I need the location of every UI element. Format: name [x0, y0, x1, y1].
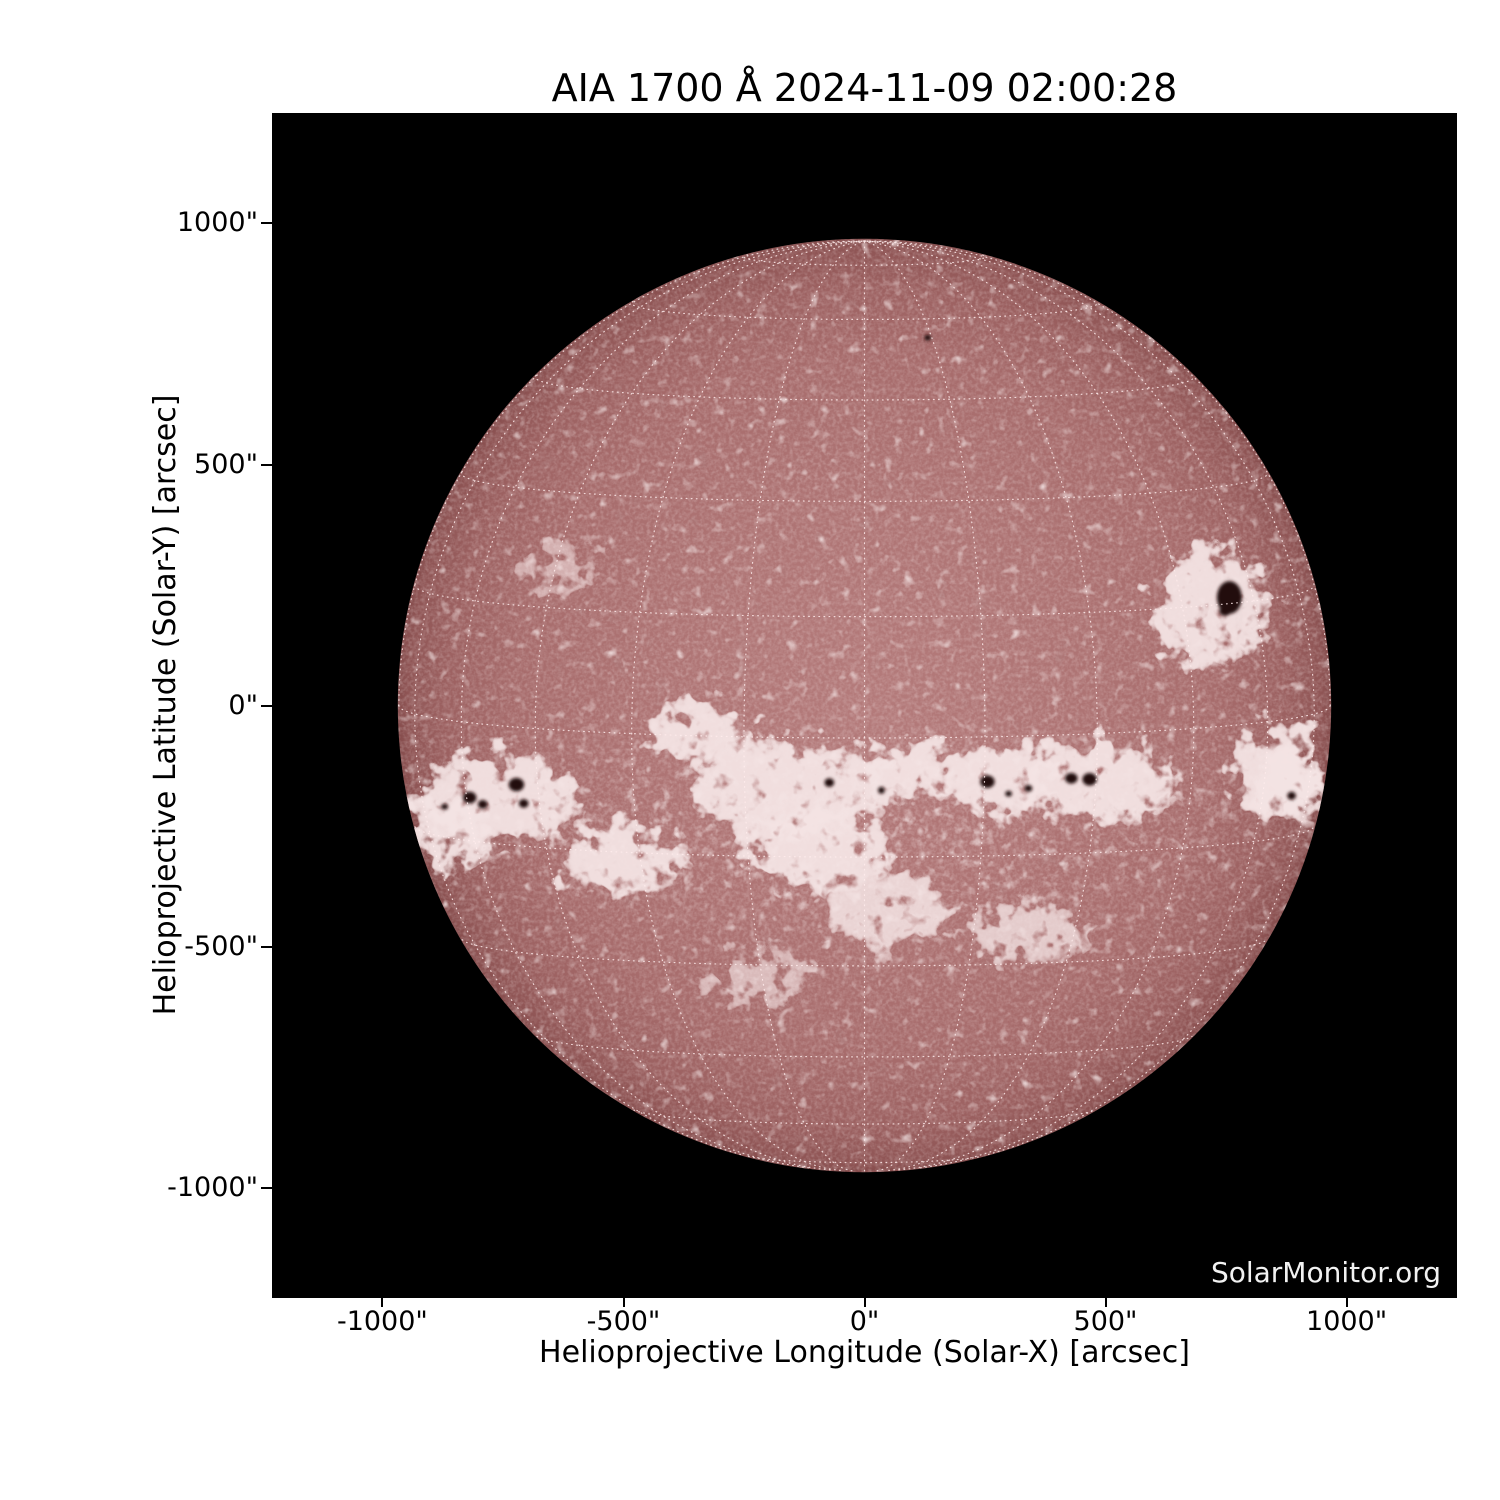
y-axis-tick	[261, 945, 272, 948]
chart-title: AIA 1700 Å 2024-11-09 02:00:28	[551, 66, 1178, 110]
x-tick-label: 0"	[849, 1306, 880, 1337]
y-tick-label: -500"	[184, 930, 258, 962]
plage-regions	[410, 544, 1326, 1006]
y-axis-tick	[261, 1186, 272, 1189]
y-axis-tick	[261, 704, 272, 707]
x-tick-label: -1000"	[336, 1306, 428, 1337]
y-tick-label: 1000"	[176, 207, 258, 239]
y-axis-tick	[261, 222, 272, 225]
x-axis-label: Helioprojective Longitude (Solar-X) [arc…	[539, 1335, 1190, 1370]
x-axis-tick	[1104, 1298, 1107, 1307]
x-tick-label: -500"	[586, 1306, 661, 1337]
y-axis-tick	[261, 463, 272, 466]
y-tick-label: 0"	[228, 689, 258, 721]
x-axis-tick	[622, 1298, 625, 1307]
y-tick-label: 500"	[194, 448, 258, 480]
x-tick-label: 1000"	[1306, 1306, 1388, 1337]
y-tick-label: -1000"	[167, 1171, 258, 1203]
x-axis-tick	[863, 1298, 866, 1307]
x-axis-tick	[381, 1298, 384, 1307]
x-tick-label: 500"	[1073, 1306, 1138, 1337]
x-axis-tick	[1345, 1298, 1348, 1307]
watermark: SolarMonitor.org	[1210, 1256, 1441, 1289]
heliographic-grid	[398, 240, 1331, 1172]
solar-image	[272, 113, 1457, 1298]
plot-area: SolarMonitor.org	[272, 113, 1457, 1298]
